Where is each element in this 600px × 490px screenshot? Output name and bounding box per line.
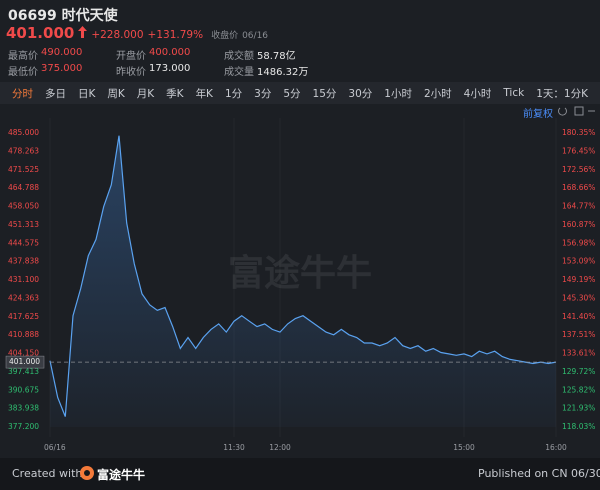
price: 401.000	[6, 24, 75, 42]
y2-tick-label: 141.40%	[562, 312, 595, 321]
x-tick-label: 06/16	[44, 443, 66, 452]
y2-tick-label: 172.56%	[562, 165, 595, 174]
tab[interactable]: 多日	[45, 87, 66, 100]
tab[interactable]: 分时	[12, 87, 33, 100]
y2-tick-label: 125.82%	[562, 385, 595, 394]
x-tick-label: 11:30	[223, 443, 245, 452]
footer: Created with 富途牛牛 Published on CN 06/30	[0, 458, 600, 490]
stat-label: 成交量	[224, 67, 254, 78]
y2-tick-label: 153.09%	[562, 257, 595, 266]
tab[interactable]: 1分	[224, 87, 243, 100]
brand: 富途牛牛	[97, 468, 146, 482]
y-tick-label: 485.000	[8, 128, 39, 137]
tab[interactable]: 15分	[312, 87, 337, 100]
x-tick-label: 15:00	[453, 443, 475, 452]
stat-value: 58.78亿	[257, 51, 296, 62]
stat-value: 400.000	[149, 47, 191, 58]
y-tick-label: 377.200	[8, 422, 39, 431]
y2-tick-label: 118.03%	[562, 422, 595, 431]
y-tick-label: 431.100	[8, 275, 39, 284]
y-tick-label: 464.788	[8, 183, 39, 192]
chart: 富途牛牛 485.000 478.263 471.525 464.788 458.050…	[5, 128, 596, 452]
tab[interactable]: 1小时	[384, 87, 412, 100]
stat-label: 最低价	[8, 67, 38, 78]
y2-tick-label: 149.19%	[562, 275, 595, 284]
date: 06/16	[242, 31, 269, 41]
y-tick-label: 478.263	[8, 146, 39, 155]
area	[50, 135, 556, 427]
change: +228.000	[91, 29, 144, 41]
title: 06699 时代天使	[8, 5, 118, 25]
tab[interactable]: 月K	[136, 87, 155, 100]
y2-tick-label: 129.72%	[562, 367, 595, 376]
y2-tick-label: 160.87%	[562, 220, 595, 229]
published: Published on CN 06/30	[478, 467, 600, 480]
y-tick-label: 444.575	[8, 238, 39, 247]
tab[interactable]: 日K	[78, 87, 96, 100]
y-tick-label: 390.675	[8, 385, 39, 394]
stat-label: 最高价	[8, 51, 38, 62]
y2-tick-label: 168.66%	[562, 183, 595, 192]
stat-value: 375.000	[41, 63, 83, 74]
tab[interactable]: 3分	[254, 87, 272, 100]
stat-label: 昨收价	[116, 67, 146, 78]
y-tick-label: 451.313	[8, 220, 39, 229]
y2-tick-label: 180.35%	[562, 128, 595, 137]
reference-label: 401.000	[9, 357, 40, 366]
tab[interactable]: 5分	[283, 87, 301, 100]
stock-name: 时代天使	[61, 8, 118, 24]
y2-tick-label: 121.93%	[562, 404, 595, 413]
tab[interactable]: Tick	[503, 87, 525, 99]
stat-value: 173.000	[149, 63, 191, 74]
adjust-button[interactable]: 前复权	[523, 109, 553, 120]
y2-tick-label: 176.45%	[562, 146, 595, 155]
stat-label: 成交额	[224, 51, 254, 62]
y-tick-label: 471.525	[8, 165, 39, 174]
y-tick-label: 410.888	[8, 330, 39, 339]
y-tick-label: 397.413	[8, 367, 39, 376]
price-line	[49, 135, 557, 417]
brand-logo	[80, 466, 94, 480]
tab[interactable]: 30分	[348, 87, 373, 100]
tab-bar: 分时 多日 日K 周K 月K 季K 年K 1分 3分 5分 15分 30分 1小时 2小时 4小时 Tick 1…	[0, 82, 600, 104]
x-tick-label: 12:00	[269, 443, 291, 452]
y2-tick-label: 164.77%	[562, 202, 595, 211]
stock-code: 06699	[8, 8, 57, 24]
stat-value: 1486.32万	[257, 67, 309, 78]
y-tick-label: 404.150	[8, 349, 39, 358]
tab[interactable]: 4小时	[463, 87, 492, 100]
y-tick-label: 424.363	[8, 293, 39, 302]
up-arrow	[78, 26, 88, 38]
tab[interactable]: 年K	[195, 87, 213, 100]
status: 收盘价	[211, 31, 239, 41]
tab[interactable]: 2小时	[423, 87, 452, 100]
x-tick-label: 16:00	[545, 443, 567, 452]
y-tick-label: 458.050	[8, 202, 39, 211]
chart-tools[interactable]	[557, 105, 597, 118]
y2-tick-label: 137.51%	[562, 330, 595, 339]
y-tick-label: 383.938	[8, 404, 39, 413]
price-row: 401.000 +228.000 +131.79% 收盘价 06/16	[6, 24, 268, 42]
watermark: 富途牛牛	[228, 252, 372, 294]
tab[interactable]: 季K	[166, 87, 184, 100]
stat-value: 490.000	[41, 47, 83, 58]
stat-label: 开盘价	[116, 51, 146, 62]
reference-label-box	[5, 355, 45, 369]
y2-tick-label: 145.30%	[562, 293, 595, 302]
y-tick-label: 437.838	[8, 257, 39, 266]
created-with: Created with	[12, 467, 83, 480]
tab[interactable]: 1天：1分K	[536, 87, 588, 100]
y2-tick-label: 156.98%	[562, 238, 595, 247]
y-tick-label: 417.625	[8, 312, 39, 321]
change-pct: +131.79%	[147, 29, 204, 41]
y2-tick-label: 133.61%	[562, 349, 595, 358]
tab[interactable]: 周K	[107, 87, 125, 100]
